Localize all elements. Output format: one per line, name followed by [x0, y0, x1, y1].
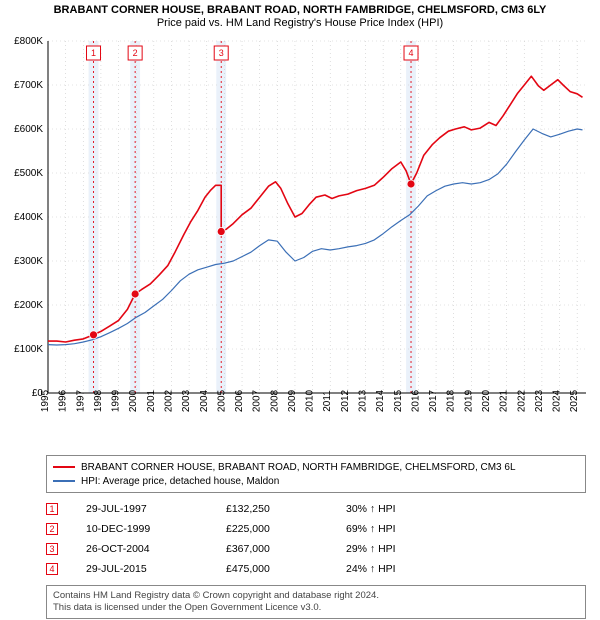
legend-row: HPI: Average price, detached house, Mald…	[53, 474, 579, 488]
chart-title: BRABANT CORNER HOUSE, BRABANT ROAD, NORT…	[8, 4, 592, 16]
chart-subtitle: Price paid vs. HM Land Registry's House …	[8, 17, 592, 29]
transaction-table: 1 29-JUL-1997£132,25030% ↑ HPI 2 10-DEC-199…	[46, 499, 586, 579]
transaction-price: £132,250	[226, 503, 346, 515]
transaction-row: 3 26-OCT-2004£367,00029% ↑ HPI	[46, 539, 586, 559]
transaction-delta: 29% ↑ HPI	[346, 543, 436, 555]
legend-swatch	[53, 466, 75, 468]
chart-svg: £0£100K£200K£300K£400K£500K£600K£700K£80…	[0, 31, 600, 451]
transaction-delta: 69% ↑ HPI	[346, 523, 436, 535]
transaction-date: 10-DEC-1999	[86, 523, 226, 535]
transaction-delta: 30% ↑ HPI	[346, 503, 436, 515]
transaction-marker: 2	[46, 523, 58, 535]
legend-box: BRABANT CORNER HOUSE, BRABANT ROAD, NORT…	[46, 455, 586, 493]
transaction-marker: 4	[46, 563, 58, 575]
transaction-row: 2 10-DEC-1999£225,00069% ↑ HPI	[46, 519, 586, 539]
transaction-row: 4 29-JUL-2015£475,00024% ↑ HPI	[46, 559, 586, 579]
transaction-price: £475,000	[226, 563, 346, 575]
svg-text:£600K: £600K	[14, 124, 43, 135]
transaction-date: 26-OCT-2004	[86, 543, 226, 555]
legend-label: HPI: Average price, detached house, Mald…	[81, 476, 279, 487]
svg-text:£700K: £700K	[14, 80, 43, 91]
legend-swatch	[53, 480, 75, 482]
legend-label: BRABANT CORNER HOUSE, BRABANT ROAD, NORT…	[81, 462, 516, 473]
svg-text:£200K: £200K	[14, 300, 43, 311]
svg-text:£800K: £800K	[14, 36, 43, 47]
transaction-date: 29-JUL-1997	[86, 503, 226, 515]
transaction-marker: 1	[46, 503, 58, 515]
transaction-delta: 24% ↑ HPI	[346, 563, 436, 575]
svg-text:2: 2	[133, 48, 138, 58]
transaction-price: £367,000	[226, 543, 346, 555]
transaction-row: 1 29-JUL-1997£132,25030% ↑ HPI	[46, 499, 586, 519]
svg-text:£500K: £500K	[14, 168, 43, 179]
license-line-2: This data is licensed under the Open Gov…	[53, 602, 579, 614]
svg-text:£400K: £400K	[14, 212, 43, 223]
chart-area: £0£100K£200K£300K£400K£500K£600K£700K£80…	[0, 31, 600, 451]
svg-text:1: 1	[91, 48, 96, 58]
svg-text:£300K: £300K	[14, 256, 43, 267]
svg-text:3: 3	[219, 48, 224, 58]
license-line-1: Contains HM Land Registry data © Crown c…	[53, 590, 579, 602]
transaction-date: 29-JUL-2015	[86, 563, 226, 575]
transaction-marker: 3	[46, 543, 58, 555]
license-box: Contains HM Land Registry data © Crown c…	[46, 585, 586, 619]
legend-row: BRABANT CORNER HOUSE, BRABANT ROAD, NORT…	[53, 460, 579, 474]
svg-text:£100K: £100K	[14, 344, 43, 355]
svg-text:4: 4	[409, 48, 414, 58]
transaction-price: £225,000	[226, 523, 346, 535]
